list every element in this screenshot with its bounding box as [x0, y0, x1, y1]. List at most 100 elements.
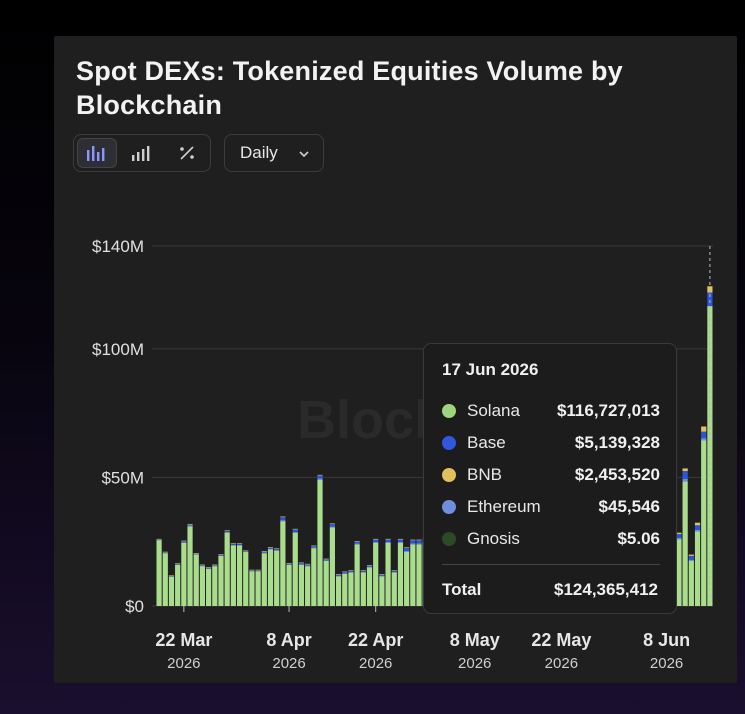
x-tick-label: 8 Apr [266, 630, 311, 650]
bar-bnb [329, 523, 335, 525]
legend-dot [442, 468, 456, 482]
bar-base [286, 563, 292, 565]
bar-solana [707, 305, 713, 606]
bar-base [193, 553, 199, 555]
watermark: Block [297, 390, 445, 450]
bar-ethereum [243, 551, 249, 553]
bar-solana [342, 573, 348, 606]
bar-solana [286, 564, 292, 606]
x-tick-year: 2026 [272, 655, 305, 672]
bar-base [249, 570, 255, 571]
chevron-down-icon [299, 151, 309, 158]
bar-bnb [366, 565, 373, 566]
bar-bnb [404, 547, 410, 548]
legend-dot [442, 436, 456, 450]
bar-ethereum [682, 478, 688, 482]
x-tick-year: 2026 [458, 655, 491, 672]
bar-base [701, 431, 707, 439]
bar-ethereum [206, 568, 212, 569]
bar-ethereum [280, 520, 286, 522]
legend-dot [442, 532, 456, 546]
bar-base [348, 570, 354, 572]
tooltip-series-value: $116,727,013 [556, 401, 660, 420]
bar-base [218, 554, 224, 556]
stacked-bar-button[interactable] [77, 138, 117, 168]
bar-base [274, 548, 280, 550]
bar-base [391, 570, 397, 572]
bar-ethereum [305, 565, 311, 567]
bar-bnb [298, 562, 305, 564]
bar-ethereum [317, 478, 323, 480]
bar-ethereum [236, 544, 243, 546]
legend-dot [442, 500, 456, 514]
bar-base [181, 540, 187, 543]
bar-ethereum [212, 565, 218, 567]
bar-solana [688, 561, 694, 606]
bar-base [156, 539, 162, 540]
bar-base [694, 525, 701, 530]
bar-base [373, 539, 379, 542]
bar-solana [181, 543, 187, 606]
stacked-bar-icon [87, 146, 105, 161]
bar-bnb [212, 564, 218, 566]
bar-ethereum [199, 565, 206, 567]
bar-base [224, 530, 230, 532]
bar-base [243, 550, 249, 552]
bar-bnb [249, 569, 255, 571]
bar-ethereum [249, 570, 255, 572]
bar-solana [243, 552, 249, 606]
frequency-label: Daily [240, 143, 278, 162]
chart-title: Spot DEXs: Tokenized Equities Volume by … [76, 56, 623, 120]
bar-base [280, 517, 286, 521]
bar-bnb [274, 548, 280, 549]
bar-ethereum [366, 566, 373, 568]
tooltip-row-base: Base $5,139,328 [442, 432, 660, 454]
bar-solana [175, 564, 181, 606]
bar-ethereum [354, 543, 360, 545]
bar-solana [199, 566, 206, 606]
bar-solana [218, 555, 224, 606]
bar-base [416, 540, 422, 544]
bar-bnb [230, 543, 236, 544]
bar-base [162, 552, 168, 553]
bar-ethereum [323, 560, 329, 561]
bar-button[interactable] [122, 138, 162, 168]
bar-bnb [373, 538, 379, 540]
bar-bnb [354, 541, 360, 542]
bar-solana [404, 552, 410, 606]
bar-solana [261, 553, 267, 606]
tooltip-row-ethereum: Ethereum $45,546 [442, 496, 660, 518]
bar-base [676, 534, 682, 538]
bar-ethereum [397, 541, 404, 543]
bar-ethereum [230, 544, 236, 546]
y-tick-label: $100M [92, 340, 144, 359]
bar-ethereum [694, 529, 701, 532]
bar-bnb [688, 554, 694, 556]
bar-ethereum [224, 531, 230, 533]
legend-dot [442, 404, 456, 418]
tooltip-row-bnb: BNB $2,453,520 [442, 464, 660, 486]
bar-base [682, 471, 688, 479]
bar-bnb [701, 426, 707, 432]
bar-ethereum [255, 570, 261, 572]
percent-button[interactable] [167, 138, 207, 168]
bar-ethereum [360, 571, 366, 573]
y-tick-label: $0 [125, 597, 144, 616]
frequency-dropdown[interactable]: Daily [224, 134, 324, 172]
y-tick-label: $140M [92, 237, 144, 256]
bar-solana [305, 566, 311, 606]
bar-base [311, 545, 317, 548]
bar-bnb [360, 570, 366, 571]
bar-solana [236, 545, 243, 606]
bar-base [261, 551, 267, 553]
bar-bnb [243, 550, 249, 552]
bar-solana [230, 545, 236, 606]
bar-solana [391, 572, 397, 606]
bar-ethereum [156, 539, 162, 541]
bar-base [707, 292, 713, 306]
bar-solana [193, 554, 199, 606]
bar-ethereum [373, 541, 379, 543]
bar-base [410, 540, 416, 544]
bar-base [175, 563, 181, 565]
tooltip-total-label: Total [442, 580, 482, 599]
